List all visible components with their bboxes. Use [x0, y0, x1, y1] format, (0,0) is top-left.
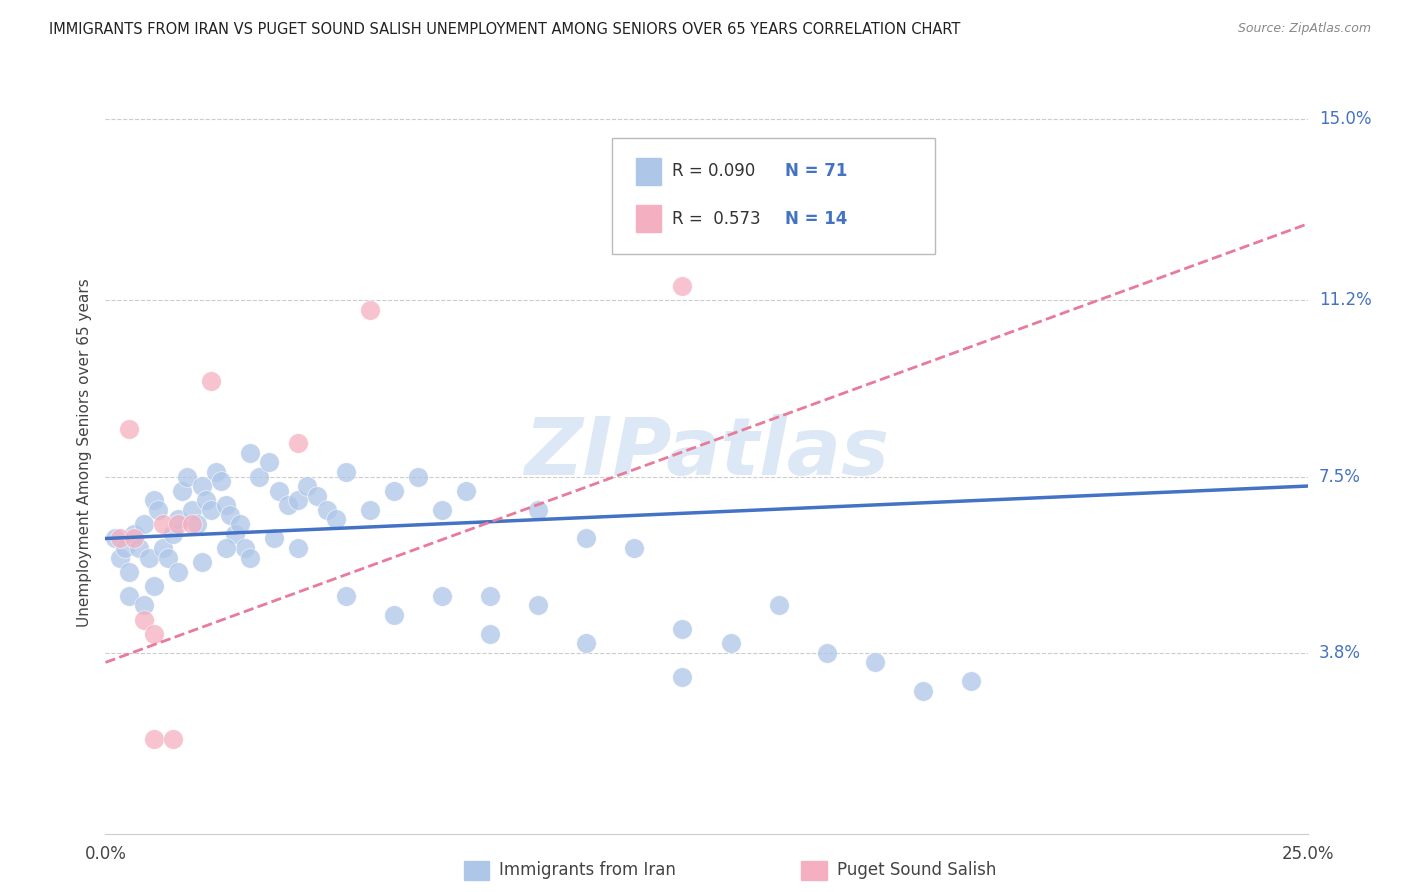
Point [152, 517, 174, 532]
Text: Puget Sound Salish: Puget Sound Salish [837, 861, 995, 879]
Point [200, 374, 222, 388]
Point [219, 508, 242, 522]
Point [335, 465, 357, 479]
Point [118, 422, 141, 436]
Point [124, 532, 146, 546]
Point [263, 532, 285, 546]
Point [118, 589, 141, 603]
Point [138, 550, 160, 565]
Text: ZIPatlas: ZIPatlas [524, 414, 889, 491]
Point [305, 489, 328, 503]
Point [142, 627, 165, 641]
Point [960, 674, 983, 689]
Point [152, 541, 174, 555]
Point [382, 607, 405, 622]
Point [359, 503, 381, 517]
Point [142, 731, 165, 746]
Point [162, 526, 184, 541]
Point [382, 483, 405, 498]
Text: N = 14: N = 14 [785, 210, 846, 227]
Point [176, 469, 198, 483]
Point [671, 622, 693, 636]
Point [132, 517, 155, 532]
Point [325, 512, 347, 526]
Point [190, 479, 212, 493]
Point [200, 503, 222, 517]
Point [224, 526, 246, 541]
Point [430, 589, 453, 603]
Point [239, 446, 262, 460]
Point [166, 517, 188, 532]
Point [214, 498, 236, 512]
Point [166, 565, 188, 579]
Point [527, 503, 550, 517]
Point [335, 589, 357, 603]
Point [671, 670, 693, 684]
Text: 11.2%: 11.2% [1319, 291, 1371, 310]
Point [195, 493, 218, 508]
Point [209, 475, 232, 489]
Point [406, 469, 429, 483]
Text: 3.8%: 3.8% [1319, 644, 1361, 662]
Point [190, 555, 212, 569]
Point [108, 532, 131, 546]
Point [315, 503, 337, 517]
Y-axis label: Unemployment Among Seniors over 65 years: Unemployment Among Seniors over 65 years [76, 278, 91, 627]
Point [239, 550, 262, 565]
Point [454, 483, 477, 498]
Point [277, 498, 299, 512]
Point [671, 278, 693, 293]
Point [287, 436, 309, 450]
Text: Immigrants from Iran: Immigrants from Iran [499, 861, 676, 879]
Text: 7.5%: 7.5% [1319, 467, 1361, 485]
Point [186, 517, 208, 532]
Point [214, 541, 236, 555]
Point [479, 627, 502, 641]
Point [233, 541, 256, 555]
Point [156, 550, 179, 565]
Point [247, 469, 270, 483]
Point [287, 493, 309, 508]
Point [257, 455, 280, 469]
Point [142, 579, 165, 593]
Point [575, 532, 598, 546]
Point [108, 550, 131, 565]
Point [768, 598, 790, 612]
Point [114, 541, 136, 555]
Text: R = 0.090: R = 0.090 [672, 162, 755, 180]
Point [623, 541, 645, 555]
Point [132, 613, 155, 627]
Point [181, 517, 204, 532]
Point [297, 479, 319, 493]
Point [575, 636, 598, 650]
Point [162, 731, 184, 746]
Text: 15.0%: 15.0% [1319, 110, 1371, 128]
Text: Source: ZipAtlas.com: Source: ZipAtlas.com [1237, 22, 1371, 36]
Point [166, 512, 188, 526]
Point [205, 465, 228, 479]
Point [172, 483, 194, 498]
Point [229, 517, 252, 532]
Point [118, 565, 141, 579]
Point [479, 589, 502, 603]
Point [911, 684, 934, 698]
Point [148, 503, 170, 517]
Point [132, 598, 155, 612]
Point [815, 646, 838, 660]
Point [142, 493, 165, 508]
Point [104, 532, 127, 546]
Point [128, 541, 150, 555]
Point [287, 541, 309, 555]
Point [359, 302, 381, 317]
Text: R =  0.573: R = 0.573 [672, 210, 761, 227]
Point [181, 503, 204, 517]
Point [863, 656, 886, 670]
Point [430, 503, 453, 517]
Text: N = 71: N = 71 [785, 162, 846, 180]
Point [720, 636, 742, 650]
Point [527, 598, 550, 612]
Point [267, 483, 290, 498]
Point [124, 526, 146, 541]
Text: IMMIGRANTS FROM IRAN VS PUGET SOUND SALISH UNEMPLOYMENT AMONG SENIORS OVER 65 YE: IMMIGRANTS FROM IRAN VS PUGET SOUND SALI… [49, 22, 960, 37]
